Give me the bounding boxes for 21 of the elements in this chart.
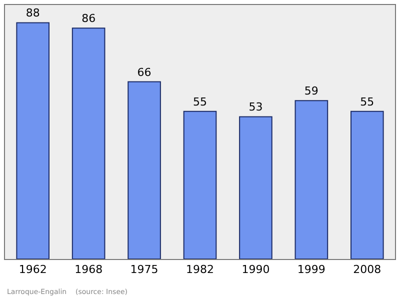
- data-label: 55: [193, 95, 207, 108]
- x-tick-label: 1999: [297, 263, 326, 276]
- x-tick-label: 1975: [130, 263, 158, 276]
- x-tick-label: 1990: [242, 263, 270, 276]
- bar: [350, 110, 384, 259]
- data-label: 66: [137, 66, 152, 79]
- bar: [128, 81, 161, 259]
- data-label: 53: [248, 100, 263, 114]
- bar: [183, 110, 217, 259]
- x-tick-label: 1968: [74, 263, 103, 276]
- data-label: 86: [82, 12, 96, 26]
- bar: [239, 116, 272, 259]
- bar: [294, 100, 328, 259]
- bar: [72, 28, 106, 259]
- x-tick-label: 1962: [18, 263, 47, 276]
- bar: [16, 22, 50, 259]
- data-label: 59: [304, 84, 318, 98]
- data-label: 55: [360, 95, 374, 108]
- data-label: 88: [26, 6, 40, 20]
- x-tick-label: 2008: [353, 263, 382, 276]
- x-tick-label: 1982: [186, 263, 214, 276]
